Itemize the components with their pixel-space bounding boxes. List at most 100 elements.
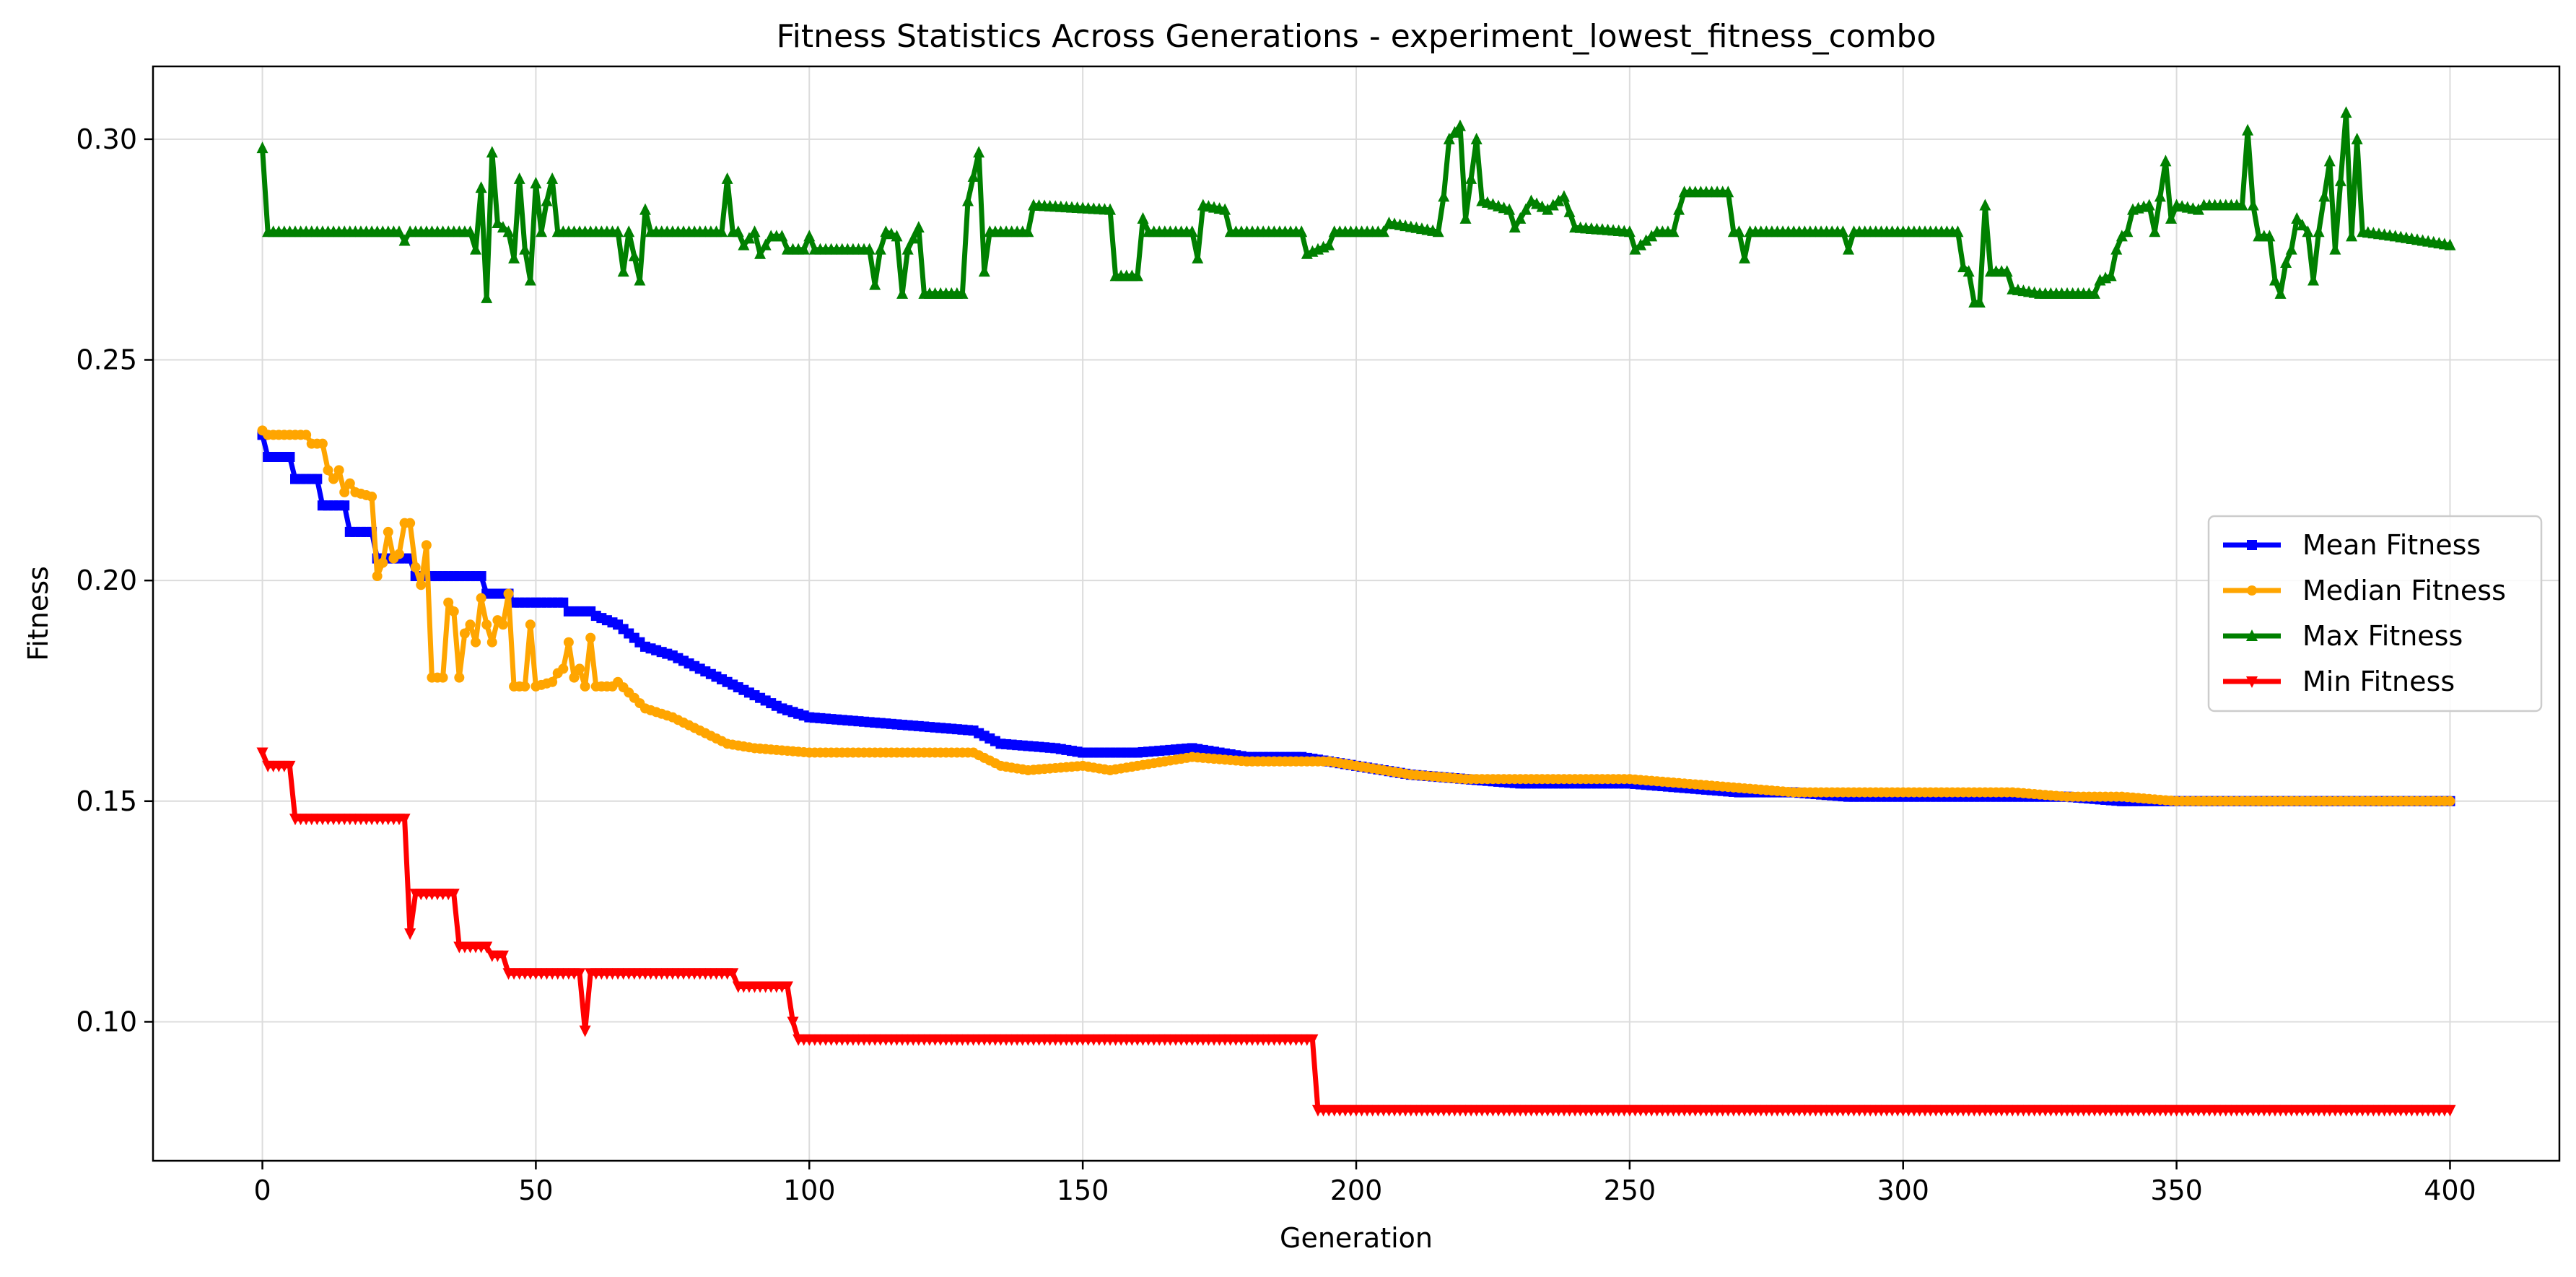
x-axis-label: Generation [1280,1222,1433,1254]
data-point [1623,225,1636,237]
data-point [2346,230,2358,242]
legend-marker [2247,540,2257,550]
series-lines [256,106,2456,1117]
data-point [1973,296,1986,308]
data-point [1667,225,1680,237]
data-point [1842,243,1854,255]
data-point [1514,212,1527,224]
data-point [1465,172,1477,184]
data-point [776,230,788,242]
x-tick-label: 300 [1877,1174,1929,1206]
data-point [1323,238,1335,250]
data-point [256,141,268,154]
data-point [333,465,344,476]
data-point [863,243,876,255]
data-point [2105,269,2117,282]
data-point [1296,225,1308,237]
series-max-fitness [256,106,2456,308]
legend-item: Min Fitness [2223,666,2455,697]
data-point [497,950,509,962]
data-point [1306,1034,1319,1046]
data-point [459,628,470,639]
data-point [2296,219,2308,231]
legend-label: Min Fitness [2302,666,2455,697]
data-point [617,265,629,277]
data-point [301,430,312,440]
data-point [344,478,355,489]
data-point [2154,190,2166,202]
data-point [404,928,416,941]
data-point [721,172,733,184]
data-point [503,588,514,599]
x-tick-label: 250 [1604,1174,1656,1206]
data-point [2318,190,2331,202]
y-tick-label: 0.30 [76,123,137,155]
data-point [1454,119,1466,131]
data-point [1503,203,1516,215]
data-point [476,593,486,603]
data-point [2313,225,2325,237]
data-point [1219,203,1231,215]
legend-item: Max Fitness [2223,620,2463,652]
data-point [2242,123,2254,136]
data-point [328,474,339,484]
data-point [284,451,295,462]
data-point [547,676,558,687]
data-point [2110,243,2123,255]
y-tick-label: 0.20 [76,565,137,596]
data-point [513,172,525,184]
data-point [393,549,404,559]
data-point [962,194,974,206]
data-point [798,243,810,255]
data-point [508,251,520,263]
data-point [475,181,487,193]
data-point [759,238,772,250]
data-point [1438,190,1450,202]
data-point [732,225,744,237]
data-point [2165,212,2178,224]
data-point [339,500,350,511]
data-point [2149,225,2161,237]
series-min-fitness [256,747,2456,1117]
data-point [1470,132,1483,144]
data-point [1722,186,1734,198]
data-point [1547,199,1559,211]
data-point [1646,230,1658,242]
data-point [580,681,590,692]
data-point [2121,225,2134,237]
data-point [569,672,580,683]
data-point [1553,194,1565,206]
data-point [628,249,640,261]
data-point [1186,225,1198,237]
data-point [1733,225,1745,237]
legend-marker [2247,585,2257,596]
data-point [727,968,739,980]
data-point [2192,203,2204,215]
legend-label: Median Fitness [2302,575,2506,606]
data-point [2160,154,2172,167]
data-point [398,814,411,826]
data-point [748,225,761,237]
data-point [634,274,646,286]
series-median-fitness [257,425,2455,806]
data-point [1104,203,1117,215]
legend-box [2207,515,2543,712]
data-point [743,232,755,244]
data-point [2334,174,2346,186]
data-point [558,663,569,674]
data-point [1673,203,1685,215]
y-tick-label: 0.10 [76,1006,137,1037]
data-point [317,438,328,449]
data-point [2291,212,2303,224]
data-point [874,243,886,255]
data-point [256,747,268,759]
data-point [530,176,542,188]
data-point [575,663,585,674]
data-point [585,632,596,643]
data-point [323,465,333,476]
data-point [639,203,651,215]
data-point [464,225,476,237]
data-point [1519,203,1532,215]
data-point [486,146,498,158]
data-point [421,540,432,551]
